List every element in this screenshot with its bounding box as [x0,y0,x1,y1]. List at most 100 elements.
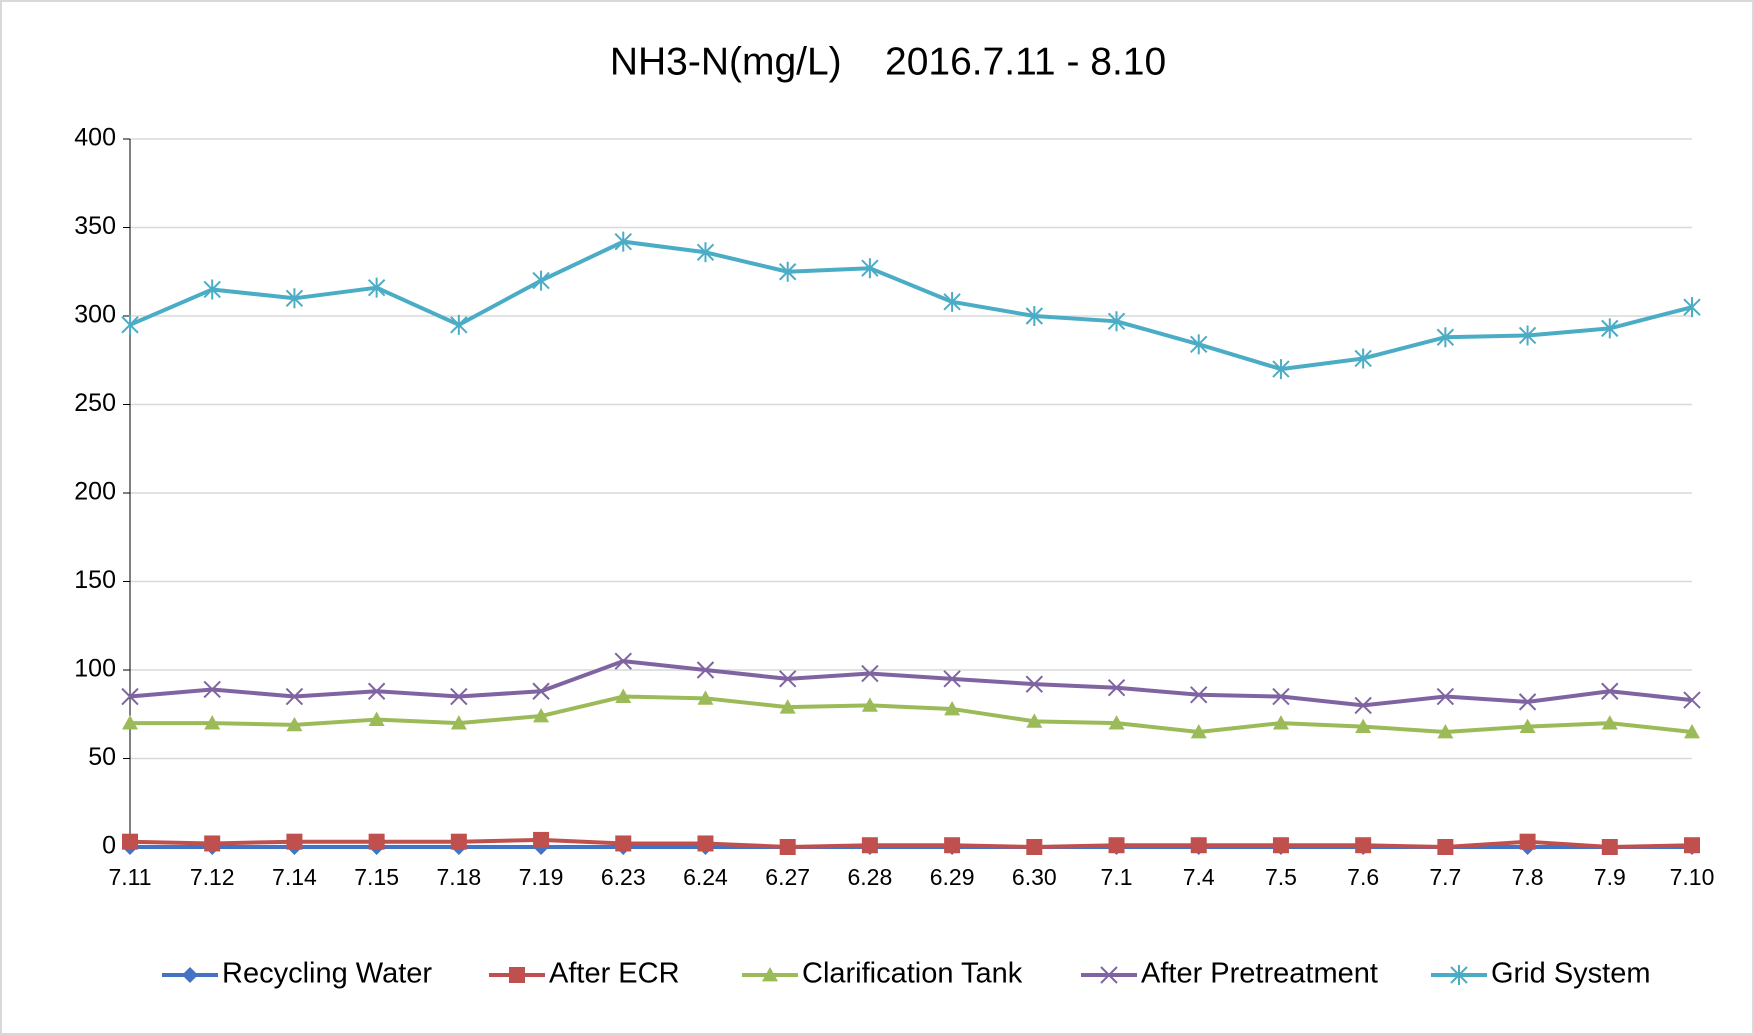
data-point [1519,718,1536,734]
data-point [861,258,879,279]
data-point [615,835,632,852]
data-point [1272,687,1290,706]
data-point [1601,318,1619,339]
series-line [129,659,1693,708]
data-point [1683,691,1701,709]
x-tick-label: 6.24 [683,864,728,890]
data-point [1107,678,1126,697]
data-point [285,687,304,706]
data-point [1190,686,1208,704]
x-tick-label: 6.29 [930,864,975,890]
data-point [1518,325,1537,346]
x-tick-label: 6.30 [1012,864,1057,890]
data-point [1108,837,1125,854]
data-point [1272,837,1289,854]
data-point [450,314,468,335]
data-point [367,277,386,298]
data-point [121,687,139,706]
data-point [1684,723,1700,739]
y-tick-label: 200 [74,478,116,506]
x-tick-label: 7.18 [436,864,481,890]
data-point [533,831,550,848]
data-point [1684,837,1700,854]
x-tick-label: 7.12 [190,864,235,890]
data-point [450,687,468,706]
data-point [1436,687,1455,706]
data-point [1026,839,1043,855]
data-point [861,664,879,683]
data-point [286,833,303,850]
data-point [1354,348,1372,369]
legend-marker [1450,965,1468,985]
legend-label: Recycling Water [222,958,432,990]
data-point [203,279,221,300]
x-tick-label: 7.10 [1670,864,1715,890]
data-point [615,688,632,703]
data-point [614,652,632,670]
x-tick-label: 7.4 [1183,864,1215,890]
x-tick-label: 6.23 [601,864,646,890]
data-point [861,697,878,712]
data-point [614,231,632,252]
x-tick-label: 7.6 [1347,864,1379,890]
series-line [129,239,1693,372]
data-point [122,715,138,730]
x-tick-label: 7.7 [1429,864,1461,890]
data-point [697,835,714,852]
data-point [532,682,550,700]
legend-marker [762,967,778,982]
data-point [204,835,221,852]
chart-title: NH3-N(mg/L) 2016.7.11 - 8.10 [610,40,1166,83]
legend-marker [509,967,525,983]
legend-label: Clarification Tank [802,958,1023,990]
data-point [861,837,878,854]
data-point [1025,306,1044,326]
data-point [450,833,467,850]
data-point [368,833,385,850]
series-line [130,694,1693,734]
legend-marker [1100,966,1118,984]
y-tick-label: 50 [88,743,116,771]
data-point [1025,675,1044,693]
data-point [696,242,715,263]
data-point [1108,715,1125,730]
data-point [367,682,386,700]
y-tick-label: 250 [74,389,116,417]
legend-label: After ECR [549,958,680,990]
data-point [1601,839,1618,855]
legend-label: Grid System [1491,958,1651,990]
y-tick-label: 300 [74,301,116,329]
data-point [1519,833,1536,850]
data-point [1601,715,1618,730]
data-point [1354,696,1372,715]
data-point [285,288,304,309]
data-point [204,715,221,730]
x-tick-label: 7.11 [108,864,151,890]
y-tick-label: 350 [74,212,116,240]
data-point [1107,311,1126,332]
data-point [533,708,550,723]
data-point [944,700,961,716]
x-tick-label: 6.27 [765,864,810,890]
data-point [778,261,797,282]
x-tick-label: 7.19 [519,864,564,890]
x-tick-label: 7.5 [1265,864,1297,890]
x-tick-label: 7.14 [272,864,317,890]
legend-marker [182,967,198,983]
data-point [1601,682,1619,700]
data-point [1190,837,1207,854]
data-point [122,833,138,850]
data-point [368,711,385,726]
data-point [450,715,467,730]
y-tick-label: 400 [74,124,116,152]
data-point [1272,715,1289,730]
data-point [1272,359,1290,380]
data-point [778,670,797,688]
x-tick-label: 7.8 [1512,864,1544,890]
data-point [203,680,221,699]
data-point [943,670,961,688]
data-point [1437,839,1454,855]
